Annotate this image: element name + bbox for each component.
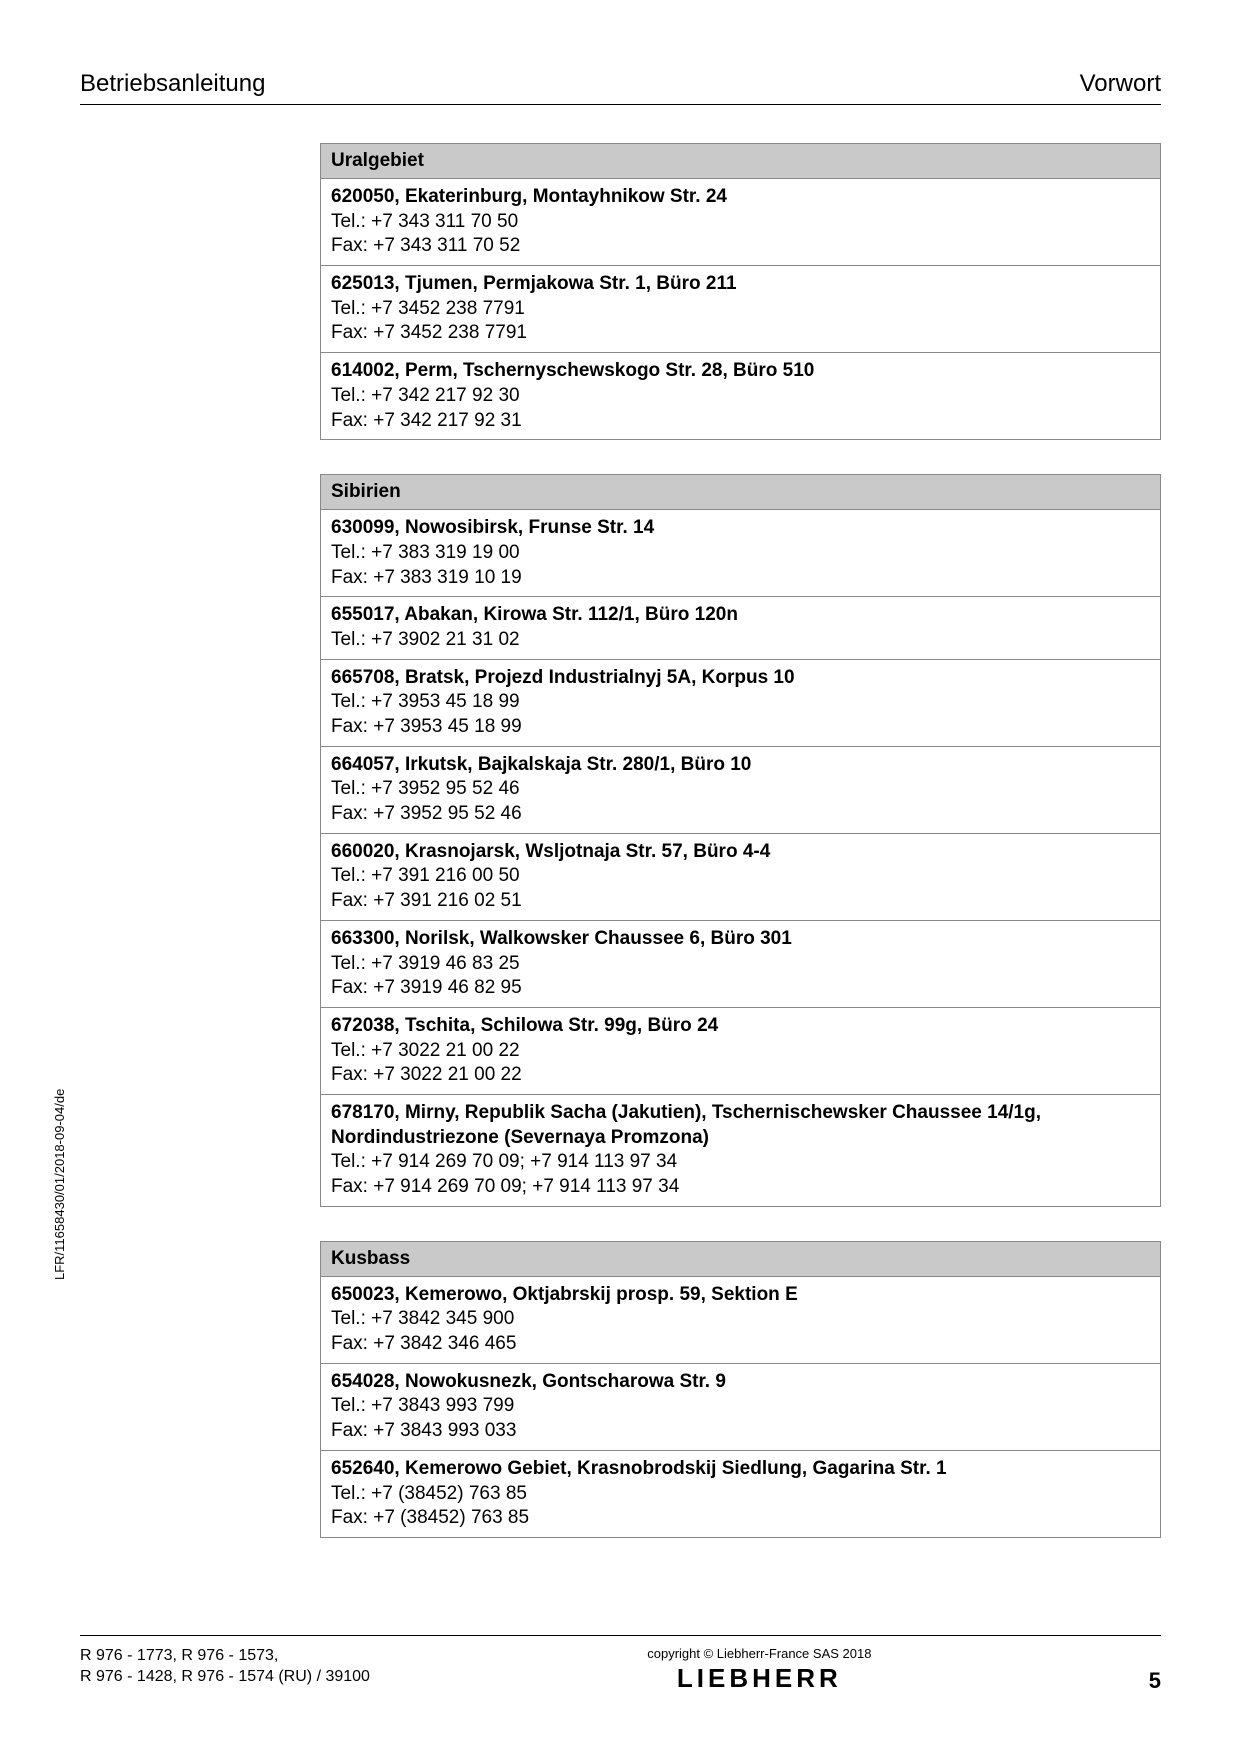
- address-entry: 650023, Kemerowo, Oktjabrskij prosp. 59,…: [321, 1277, 1160, 1364]
- footer-model-line2: R 976 - 1428, R 976 - 1574 (RU) / 39100: [80, 1667, 370, 1688]
- document-reference-vertical: LFR/11658430/01/2018-09-04/de: [52, 1089, 67, 1280]
- entry-fax: Fax: +7 (38452) 763 85: [331, 1506, 1150, 1531]
- page-header: Betriebsanleitung Vorwort: [80, 70, 1161, 105]
- entry-address: 614002, Perm, Tschernyschewskogo Str. 28…: [331, 359, 1150, 384]
- entry-address: 660020, Krasnojarsk, Wsljotnaja Str. 57,…: [331, 840, 1150, 865]
- region-uralgebiet: Uralgebiet 620050, Ekaterinburg, Montayh…: [320, 143, 1161, 440]
- address-entry: 652640, Kemerowo Gebiet, Krasnobrodskij …: [321, 1451, 1160, 1537]
- address-entry: 672038, Tschita, Schilowa Str. 99g, Büro…: [321, 1008, 1160, 1095]
- entry-tel: Tel.: +7 383 319 19 00: [331, 541, 1150, 566]
- entry-tel: Tel.: +7 342 217 92 30: [331, 384, 1150, 409]
- header-right: Vorwort: [1080, 70, 1161, 98]
- entry-tel: Tel.: +7 914 269 70 09; +7 914 113 97 34: [331, 1150, 1150, 1175]
- content-column: Uralgebiet 620050, Ekaterinburg, Montayh…: [320, 143, 1161, 1538]
- region-kusbass: Kusbass 650023, Kemerowo, Oktjabrskij pr…: [320, 1241, 1161, 1538]
- entry-fax: Fax: +7 383 319 10 19: [331, 566, 1150, 591]
- entry-tel: Tel.: +7 3452 238 7791: [331, 297, 1150, 322]
- footer-model-line1: R 976 - 1773, R 976 - 1573,: [80, 1646, 370, 1667]
- entry-fax: Fax: +7 3843 993 033: [331, 1419, 1150, 1444]
- entry-address: 620050, Ekaterinburg, Montayhnikow Str. …: [331, 185, 1150, 210]
- footer-model-info: R 976 - 1773, R 976 - 1573, R 976 - 1428…: [80, 1646, 370, 1688]
- entry-tel: Tel.: +7 343 311 70 50: [331, 210, 1150, 235]
- address-entry: 655017, Abakan, Kirowa Str. 112/1, Büro …: [321, 597, 1160, 659]
- entry-address: 630099, Nowosibirsk, Frunse Str. 14: [331, 516, 1150, 541]
- address-entry: 660020, Krasnojarsk, Wsljotnaja Str. 57,…: [321, 834, 1160, 921]
- address-entry: 663300, Norilsk, Walkowsker Chaussee 6, …: [321, 921, 1160, 1008]
- entry-tel: Tel.: +7 3902 21 31 02: [331, 628, 1150, 653]
- entry-fax: Fax: +7 3953 45 18 99: [331, 715, 1150, 740]
- entry-tel: Tel.: +7 (38452) 763 85: [331, 1482, 1150, 1507]
- entry-fax: Fax: +7 914 269 70 09; +7 914 113 97 34: [331, 1175, 1150, 1200]
- entry-fax: Fax: +7 3842 346 465: [331, 1332, 1150, 1357]
- address-entry: 654028, Nowokusnezk, Gontscharowa Str. 9…: [321, 1364, 1160, 1451]
- page-number: 5: [1149, 1668, 1161, 1694]
- region-header: Sibirien: [321, 475, 1160, 510]
- entry-tel: Tel.: +7 391 216 00 50: [331, 864, 1150, 889]
- region-sibirien: Sibirien 630099, Nowosibirsk, Frunse Str…: [320, 474, 1161, 1207]
- entry-address: 654028, Nowokusnezk, Gontscharowa Str. 9: [331, 1370, 1150, 1395]
- entry-address: 664057, Irkutsk, Bajkalskaja Str. 280/1,…: [331, 753, 1150, 778]
- address-entry: 664057, Irkutsk, Bajkalskaja Str. 280/1,…: [321, 747, 1160, 834]
- entry-tel: Tel.: +7 3842 345 900: [331, 1307, 1150, 1332]
- entry-tel: Tel.: +7 3843 993 799: [331, 1394, 1150, 1419]
- entry-fax: Fax: +7 3022 21 00 22: [331, 1063, 1150, 1088]
- entry-address: 672038, Tschita, Schilowa Str. 99g, Büro…: [331, 1014, 1150, 1039]
- copyright-text: copyright © Liebherr-France SAS 2018: [647, 1646, 871, 1661]
- entry-tel: Tel.: +7 3022 21 00 22: [331, 1039, 1150, 1064]
- entry-address: 625013, Tjumen, Permjakowa Str. 1, Büro …: [331, 272, 1150, 297]
- region-header: Uralgebiet: [321, 144, 1160, 179]
- entry-fax: Fax: +7 3919 46 82 95: [331, 976, 1150, 1001]
- header-left: Betriebsanleitung: [80, 70, 265, 98]
- entry-address: 655017, Abakan, Kirowa Str. 112/1, Büro …: [331, 603, 1150, 628]
- entry-fax: Fax: +7 391 216 02 51: [331, 889, 1150, 914]
- address-entry: 620050, Ekaterinburg, Montayhnikow Str. …: [321, 179, 1160, 266]
- entry-tel: Tel.: +7 3919 46 83 25: [331, 952, 1150, 977]
- footer-center: copyright © Liebherr-France SAS 2018 LIE…: [647, 1646, 871, 1694]
- entry-address: 678170, Mirny, Republik Sacha (Jakutien)…: [331, 1101, 1150, 1150]
- entry-tel: Tel.: +7 3953 45 18 99: [331, 690, 1150, 715]
- entry-fax: Fax: +7 3452 238 7791: [331, 321, 1150, 346]
- entry-fax: Fax: +7 343 311 70 52: [331, 234, 1150, 259]
- address-entry: 665708, Bratsk, Projezd Industrialnyj 5A…: [321, 660, 1160, 747]
- page-footer: R 976 - 1773, R 976 - 1573, R 976 - 1428…: [80, 1635, 1161, 1694]
- address-entry: 614002, Perm, Tschernyschewskogo Str. 28…: [321, 353, 1160, 439]
- address-entry: 630099, Nowosibirsk, Frunse Str. 14 Tel.…: [321, 510, 1160, 597]
- entry-address: 650023, Kemerowo, Oktjabrskij prosp. 59,…: [331, 1283, 1150, 1308]
- entry-tel: Tel.: +7 3952 95 52 46: [331, 777, 1150, 802]
- liebherr-logo: LIEBHERR: [647, 1663, 871, 1694]
- entry-fax: Fax: +7 342 217 92 31: [331, 409, 1150, 434]
- entry-address: 665708, Bratsk, Projezd Industrialnyj 5A…: [331, 666, 1150, 691]
- address-entry: 678170, Mirny, Republik Sacha (Jakutien)…: [321, 1095, 1160, 1206]
- entry-address: 652640, Kemerowo Gebiet, Krasnobrodskij …: [331, 1457, 1150, 1482]
- entry-fax: Fax: +7 3952 95 52 46: [331, 802, 1150, 827]
- address-entry: 625013, Tjumen, Permjakowa Str. 1, Büro …: [321, 266, 1160, 353]
- entry-address: 663300, Norilsk, Walkowsker Chaussee 6, …: [331, 927, 1150, 952]
- region-header: Kusbass: [321, 1242, 1160, 1277]
